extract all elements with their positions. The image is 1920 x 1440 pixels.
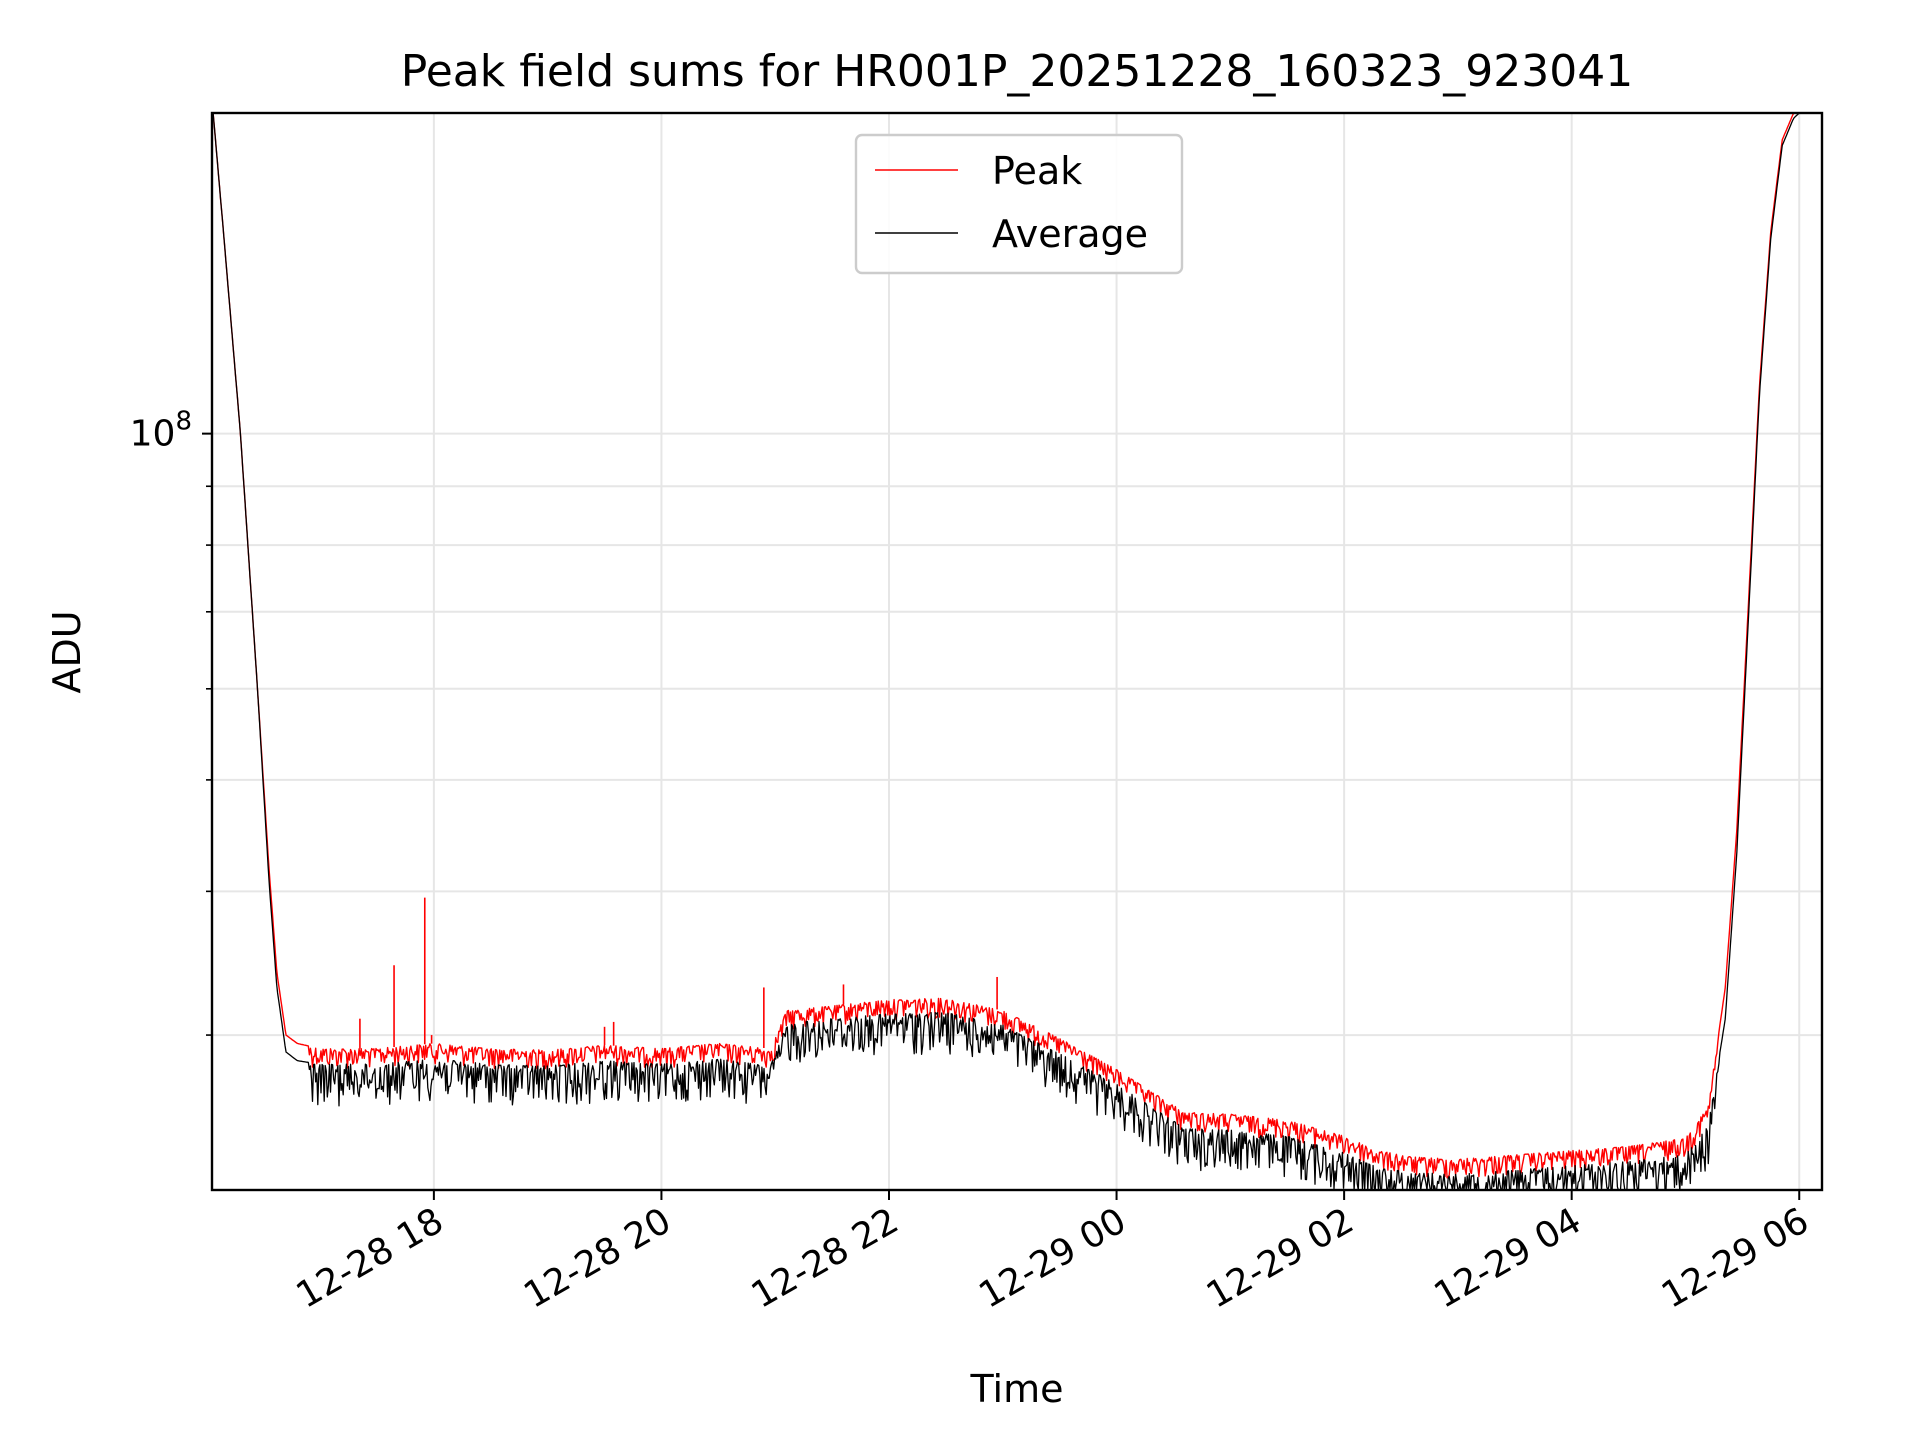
plot-frame	[210, 111, 1824, 1192]
legend: Peak Average	[854, 133, 1184, 275]
average-series-line	[212, 113, 1800, 1190]
series-layer	[212, 113, 1800, 1190]
chart-title: Peak field sums for HR001P_20251228_1603…	[401, 46, 1634, 97]
x-axis-label: Time	[970, 1367, 1064, 1411]
peak-series-line	[212, 113, 1800, 1179]
legend-peak-label: Peak	[992, 149, 1082, 193]
grid	[212, 113, 1822, 1190]
y-axis-ticks: 108	[130, 407, 212, 1036]
legend-average-label: Average	[992, 212, 1148, 256]
y-tick-label: 108	[130, 407, 192, 455]
y-axis-label: ADU	[45, 610, 89, 693]
